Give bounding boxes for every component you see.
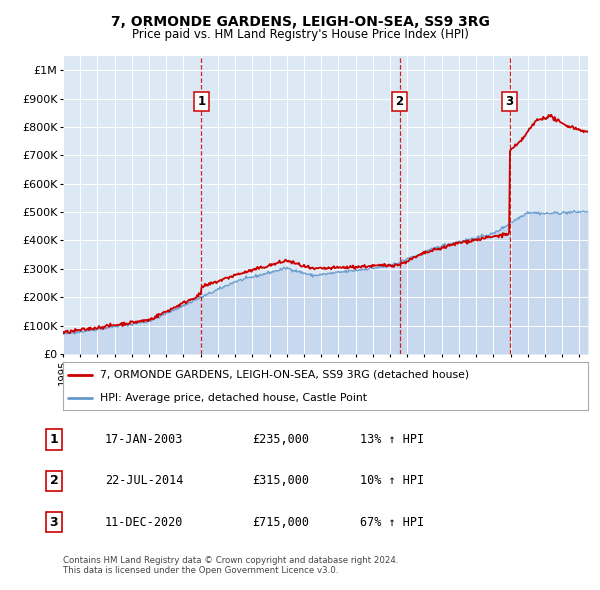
Text: £315,000: £315,000 — [252, 474, 309, 487]
Text: 3: 3 — [50, 516, 58, 529]
Text: 7, ORMONDE GARDENS, LEIGH-ON-SEA, SS9 3RG: 7, ORMONDE GARDENS, LEIGH-ON-SEA, SS9 3R… — [110, 15, 490, 29]
Text: 67% ↑ HPI: 67% ↑ HPI — [360, 516, 424, 529]
Text: £235,000: £235,000 — [252, 433, 309, 446]
Text: HPI: Average price, detached house, Castle Point: HPI: Average price, detached house, Cast… — [100, 393, 367, 403]
Text: 17-JAN-2003: 17-JAN-2003 — [105, 433, 184, 446]
Text: Price paid vs. HM Land Registry's House Price Index (HPI): Price paid vs. HM Land Registry's House … — [131, 28, 469, 41]
Text: 1: 1 — [50, 433, 58, 446]
Text: 22-JUL-2014: 22-JUL-2014 — [105, 474, 184, 487]
Text: 2: 2 — [50, 474, 58, 487]
Text: £715,000: £715,000 — [252, 516, 309, 529]
Text: 7, ORMONDE GARDENS, LEIGH-ON-SEA, SS9 3RG (detached house): 7, ORMONDE GARDENS, LEIGH-ON-SEA, SS9 3R… — [100, 370, 469, 380]
Text: 11-DEC-2020: 11-DEC-2020 — [105, 516, 184, 529]
Text: 10% ↑ HPI: 10% ↑ HPI — [360, 474, 424, 487]
Text: 2: 2 — [395, 95, 404, 108]
Text: 13% ↑ HPI: 13% ↑ HPI — [360, 433, 424, 446]
Text: Contains HM Land Registry data © Crown copyright and database right 2024.
This d: Contains HM Land Registry data © Crown c… — [63, 556, 398, 575]
Text: 1: 1 — [197, 95, 205, 108]
Text: 3: 3 — [505, 95, 514, 108]
